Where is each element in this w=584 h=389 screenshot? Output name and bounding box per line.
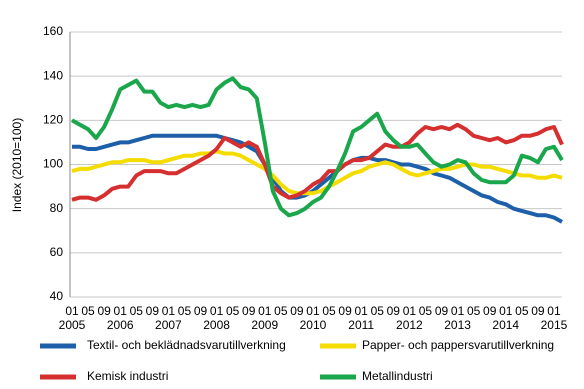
y-tick-label: 140: [43, 68, 63, 82]
x-tick-label: 05: [226, 304, 240, 318]
x-tick-label: 09: [146, 304, 160, 318]
x-year-label: 2009: [251, 318, 278, 332]
x-year-label: 2008: [203, 318, 230, 332]
x-tick-label: 09: [435, 304, 449, 318]
x-tick-label: 01: [65, 304, 79, 318]
y-tick-label: 80: [50, 201, 64, 215]
x-tick-label: 01: [451, 304, 465, 318]
x-tick-label: 01: [499, 304, 513, 318]
x-year-label: 2006: [107, 318, 134, 332]
series-line: [72, 133, 563, 224]
x-tick-label: 05: [178, 304, 192, 318]
x-tick-label: 05: [130, 304, 144, 318]
x-tick-label: 09: [194, 304, 208, 318]
x-tick-label: 01: [114, 304, 128, 318]
y-tick-label: 100: [43, 157, 63, 171]
x-year-label: 2015: [541, 318, 568, 332]
x-year-label: 2011: [348, 318, 374, 332]
x-year-label: 2013: [444, 318, 471, 332]
x-year-label: 2014: [492, 318, 519, 332]
legend-label: Textil- och beklädnadsvarutillverkning: [87, 338, 286, 352]
x-tick-label: 05: [467, 304, 481, 318]
x-tick-label: 01: [547, 304, 561, 318]
x-tick-label: 09: [531, 304, 545, 318]
y-tick-label: 160: [43, 24, 63, 38]
x-year-label: 2005: [59, 318, 86, 332]
x-tick-label: 05: [274, 304, 288, 318]
x-tick-label: 09: [387, 304, 401, 318]
x-year-label: 2012: [396, 318, 423, 332]
legend-label: Kemisk industri: [87, 369, 168, 383]
x-tick-label: 09: [242, 304, 256, 318]
x-tick-label: 05: [371, 304, 385, 318]
y-axis-label: Index (2010=100): [10, 118, 24, 212]
x-tick-label: 01: [162, 304, 176, 318]
y-tick-label: 120: [43, 113, 63, 127]
series-line: [71, 76, 564, 218]
x-tick-label: 05: [419, 304, 433, 318]
x-tick-label: 01: [306, 304, 320, 318]
series-line: [71, 122, 564, 202]
x-tick-label: 09: [483, 304, 497, 318]
x-tick-label: 01: [210, 304, 224, 318]
x-tick-label: 09: [338, 304, 352, 318]
x-year-label: 2010: [300, 318, 327, 332]
legend-label: Papper- och pappersvarutillverkning: [362, 338, 554, 352]
y-tick-label: 60: [50, 245, 64, 259]
x-tick-label: 01: [355, 304, 369, 318]
x-year-label: 2007: [155, 318, 182, 332]
y-tick-label: 40: [50, 289, 64, 303]
legend-label: Metallindustri: [362, 369, 433, 383]
x-tick-label: 05: [81, 304, 95, 318]
x-tick-label: 05: [322, 304, 336, 318]
x-tick-label: 09: [290, 304, 304, 318]
x-tick-label: 05: [515, 304, 529, 318]
x-tick-label: 01: [403, 304, 417, 318]
series-line: [71, 149, 563, 196]
x-tick-label: 09: [97, 304, 111, 318]
x-tick-label: 01: [258, 304, 272, 318]
